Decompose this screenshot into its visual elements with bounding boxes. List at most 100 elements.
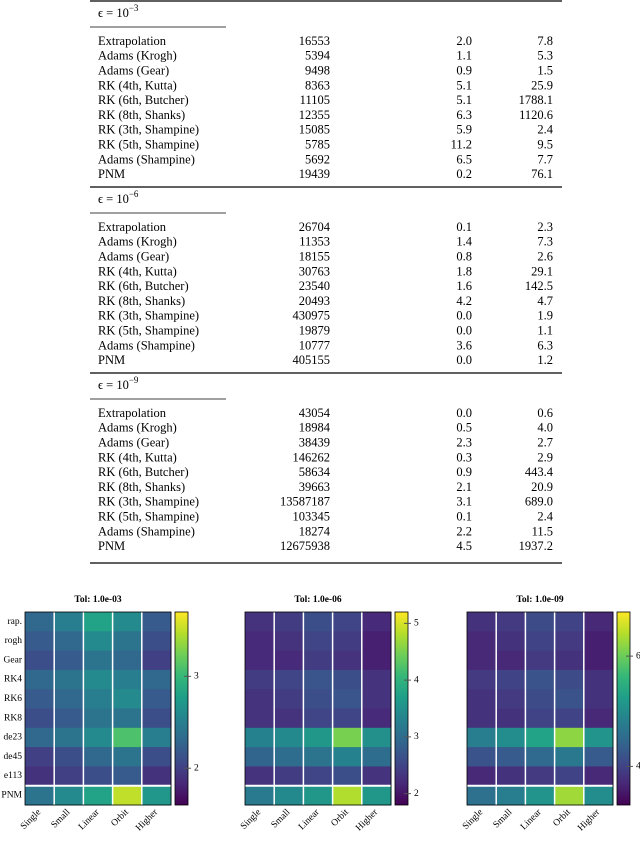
colorbar-tick-label: 4 <box>414 675 419 685</box>
column-label: Higher <box>354 807 380 833</box>
value-b: 443.4 <box>525 465 554 479</box>
heat-cell <box>554 766 585 787</box>
heat-cell <box>54 766 84 787</box>
heat-cell <box>274 785 304 806</box>
heat-cell <box>332 650 363 671</box>
value-b: 7.8 <box>537 34 553 48</box>
steps: 16553 <box>299 34 330 48</box>
value-b: 7.3 <box>537 235 553 249</box>
column-label: Single <box>239 808 263 832</box>
heat-cell <box>274 689 304 709</box>
value-b: 0.6 <box>537 406 553 420</box>
heat-cell <box>496 612 526 632</box>
epsilon-base: ϵ = 10 <box>98 378 129 392</box>
heat-cell <box>361 631 392 652</box>
value-b: 1.2 <box>537 353 553 367</box>
heat-cell <box>361 727 392 748</box>
value-a: 0.0 <box>456 309 472 323</box>
method-name: RK (8th, Shanks) <box>98 294 185 308</box>
heat-cell <box>496 785 526 806</box>
heat-cell <box>54 727 84 748</box>
heat-cell <box>496 650 526 671</box>
value-a: 0.9 <box>456 63 472 77</box>
value-a: 3.6 <box>456 338 472 352</box>
value-b: 2.4 <box>537 123 553 137</box>
steps: 5394 <box>305 49 331 63</box>
heat-cell <box>83 612 114 632</box>
value-a: 0.1 <box>456 509 472 523</box>
heat-cell <box>467 785 497 806</box>
heat-cell <box>141 727 172 748</box>
heat-cell <box>245 612 275 632</box>
method-name: Adams (Gear) <box>98 435 169 449</box>
heat-cell <box>245 766 275 787</box>
steps: 19439 <box>299 167 330 181</box>
heat-cell <box>583 631 614 652</box>
value-a: 1.8 <box>456 264 472 278</box>
heat-cell <box>25 766 55 787</box>
heat-cell <box>112 708 143 729</box>
heat-cell <box>467 612 497 632</box>
steps: 146262 <box>293 450 331 464</box>
heat-cell <box>112 766 143 787</box>
method-name: Adams (Krogh) <box>98 235 177 249</box>
heat-cell <box>274 650 304 671</box>
heat-cell <box>245 747 275 767</box>
heat-cell <box>54 650 84 671</box>
heat-cell <box>274 766 304 787</box>
value-b: 1.5 <box>537 63 553 77</box>
heat-cell <box>554 669 585 690</box>
value-a: 0.1 <box>456 220 472 234</box>
colorbar-tick-label: 5 <box>414 619 419 629</box>
heat-cell <box>525 747 556 767</box>
steps: 15085 <box>299 123 330 137</box>
heat-cell <box>467 631 497 652</box>
heat-cell <box>583 766 614 787</box>
heat-cell <box>496 766 526 787</box>
column-label: Linear <box>519 807 544 832</box>
colorbar-tick-label: 2 <box>414 789 419 799</box>
steps: 11105 <box>300 93 330 107</box>
method-name: RK (5th, Shampine) <box>98 137 199 151</box>
row-label: RK4 <box>4 675 22 685</box>
heat-cell <box>332 747 363 767</box>
heat-cell <box>141 785 172 806</box>
value-b: 6.3 <box>537 338 553 352</box>
heat-cell <box>525 689 556 709</box>
heat-cell <box>25 612 55 632</box>
value-b: 5.3 <box>537 49 553 63</box>
row-label: de45 <box>4 752 23 762</box>
steps: 39663 <box>299 480 330 494</box>
value-a: 2.0 <box>456 34 472 48</box>
row-label: PNM <box>1 791 22 801</box>
heat-cell <box>83 785 114 806</box>
method-name: Adams (Shampine) <box>98 524 195 538</box>
epsilon-exponent: −3 <box>129 3 139 13</box>
colorbar-tick-label: 2 <box>194 763 199 773</box>
heat-cell <box>25 785 55 806</box>
heat-cell <box>141 612 172 632</box>
heat-cell <box>274 612 304 632</box>
value-a: 0.0 <box>456 353 472 367</box>
column-label: Small <box>270 807 293 830</box>
method-name: RK (6th, Butcher) <box>98 465 189 479</box>
epsilon-label: ϵ = 10−6 <box>98 189 139 206</box>
value-b: 2.4 <box>537 509 553 523</box>
heat-cell <box>303 785 334 806</box>
value-a: 1.6 <box>456 279 472 293</box>
heat-cell <box>361 708 392 729</box>
value-b: 20.9 <box>531 480 553 494</box>
heatmap-frame <box>466 611 614 806</box>
value-b: 2.3 <box>537 220 553 234</box>
value-b: 9.5 <box>537 137 553 151</box>
method-name: RK (6th, Butcher) <box>98 279 189 293</box>
steps: 13587187 <box>280 495 330 509</box>
method-name: Adams (Krogh) <box>98 421 177 435</box>
heat-cell <box>83 650 114 671</box>
column-label: Orbit <box>110 807 132 829</box>
epsilon-exponent: −6 <box>129 189 139 199</box>
value-a: 0.0 <box>456 406 472 420</box>
method-name: Extrapolation <box>98 220 167 234</box>
value-b: 4.0 <box>537 421 553 435</box>
heat-cell <box>25 669 55 690</box>
